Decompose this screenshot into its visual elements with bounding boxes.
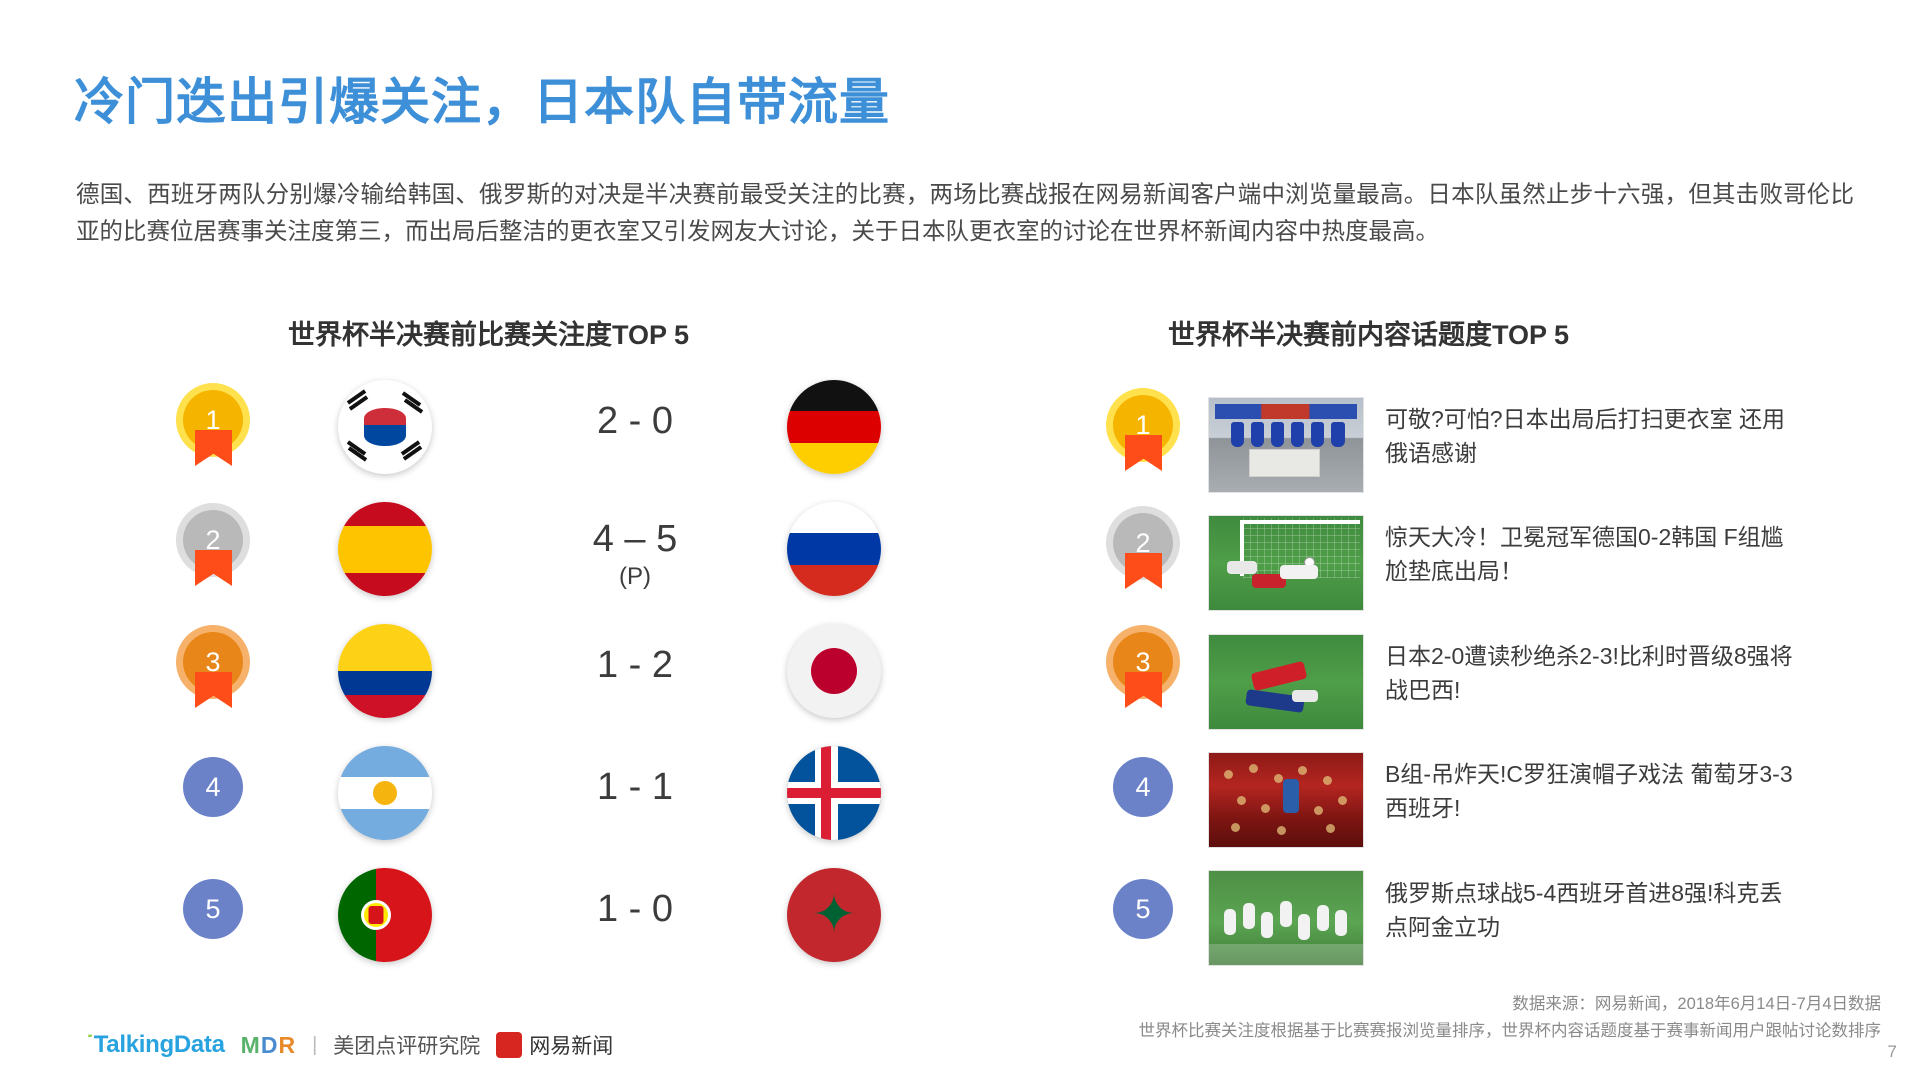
score-value: 1 - 0 [596,888,674,930]
score-value: 2 - 0 [596,400,674,442]
flag-argentina-icon [338,746,432,840]
news-thumbnail-4[interactable] [1208,752,1364,848]
news-rank-badge-2: 2 [1110,513,1176,599]
news-thumbnail-1[interactable] [1208,397,1364,493]
ribbon-icon [1125,435,1162,471]
flag-morocco-icon: ✦ [787,868,881,962]
rank-badge-5: 5 [180,879,246,965]
score-value: 1 - 1 [596,766,674,808]
rank-number: 4 [1113,757,1173,817]
news-thumbnail-5[interactable] [1208,870,1364,966]
ribbon-icon [195,430,232,466]
news-headline-5[interactable]: 俄罗斯点球战5-4西班牙首进8强!科克丢点阿金立功 [1385,880,1783,940]
ribbon-icon [1125,672,1162,708]
rank-badge-3: 3 [180,632,246,718]
rank-number: 5 [183,879,243,939]
source-line-2: 世界杯比赛关注度根据基于比赛赛报浏览量排序，世界杯内容话题度基于赛事新闻用户跟帖… [1138,1022,1882,1040]
score-row-3: 1 - 2 [540,644,730,687]
flag-germany-icon [787,380,881,474]
score-row-1: 2 - 0 [540,400,730,443]
news-headline-4[interactable]: B组-吊炸天!C罗狂演帽子戏法 葡萄牙3-3西班牙! [1385,761,1793,821]
score-note: (P) [619,563,651,590]
rank-badge-4: 4 [180,757,246,843]
flag-spain-icon [338,502,432,596]
flag-colombia-icon [338,624,432,718]
flag-russia-icon [787,502,881,596]
flag-japan-icon [787,624,881,718]
rank-number: 5 [1113,879,1173,939]
news-rank-badge-5: 5 [1110,879,1176,965]
talkingdata-logo: ˙TalkingData [86,1031,225,1058]
flag-korea-icon [338,380,432,474]
netease-mark-icon [496,1032,523,1058]
left-panel-title: 世界杯半决赛前比赛关注度TOP 5 [288,320,690,350]
news-rank-badge-4: 4 [1110,757,1176,843]
rank-badge-2: 2 [180,510,246,596]
ribbon-icon [195,550,232,586]
meituan-research-logo: 美团点评研究院 [333,1035,481,1058]
mdr-logo: MDR [240,1031,297,1058]
netease-label: 网易新闻 [529,1035,614,1058]
score-row-2: 4 – 5 (P) [540,518,730,591]
right-panel-title: 世界杯半决赛前内容话题度TOP 5 [1168,320,1570,350]
score-row-4: 1 - 1 [540,766,730,809]
logo-divider: | [312,1033,318,1056]
news-thumbnail-2[interactable] [1208,515,1364,611]
news-rank-badge-3: 3 [1110,632,1176,718]
footer-logos: ˙TalkingData MDR | 美团点评研究院 网易新闻 [86,1030,613,1060]
page-title: 冷门迭出引爆关注，日本队自带流量 [74,74,890,130]
ribbon-icon [1125,553,1162,589]
rank-number: 4 [183,757,243,817]
source-note: 数据来源：网易新闻，2018年6月14日-7月4日数据 世界杯比赛关注度根据基于… [1139,991,1882,1045]
ribbon-icon [195,672,232,708]
news-headline-2[interactable]: 惊天大冷！卫冕冠军德国0-2韩国 F组尴尬垫底出局！ [1385,524,1784,584]
score-value: 4 – 5 [592,518,678,560]
news-headline-1[interactable]: 可敬?可怕?日本出局后打扫更衣室 还用俄语感谢 [1385,406,1785,466]
news-headline-3[interactable]: 日本2-0遭读秒绝杀2-3!比利时晋级8强将战巴西! [1385,643,1793,703]
lede-paragraph: 德国、西班牙两队分别爆冷输给韩国、俄罗斯的对决是半决赛前最受关注的比赛，两场比赛… [76,181,1854,244]
score-value: 1 - 2 [596,644,674,686]
page-number: 7 [1887,1042,1897,1061]
rank-badge-1: 1 [180,390,246,476]
news-thumbnail-3[interactable] [1208,634,1364,730]
source-line-1: 数据来源：网易新闻，2018年6月14日-7月4日数据 [1512,995,1881,1013]
news-rank-badge-1: 1 [1110,395,1176,481]
flag-portugal-icon [338,868,432,962]
flag-iceland-icon [787,746,881,840]
score-row-5: 1 - 0 [540,888,730,931]
netease-news-logo: 网易新闻 [496,1030,613,1060]
